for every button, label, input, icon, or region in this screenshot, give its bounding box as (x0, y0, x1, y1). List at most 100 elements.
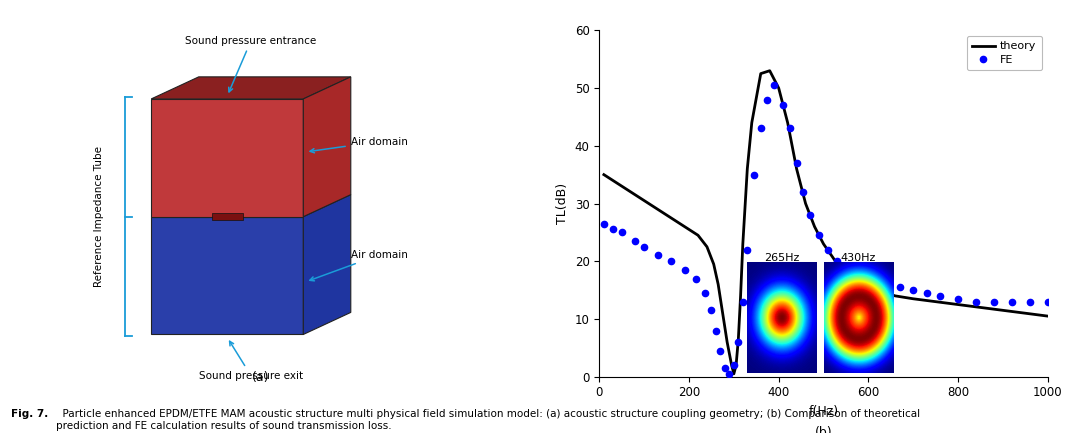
FE (920, 291, 933, 296)
FE (831, 259, 843, 264)
theory (734, 293, 747, 298)
FE (710, 328, 723, 333)
FE (728, 362, 741, 368)
theory (712, 282, 725, 287)
theory (870, 288, 883, 293)
theory (974, 305, 987, 310)
FE (737, 299, 750, 304)
Text: (a): (a) (252, 371, 269, 384)
theory (772, 85, 785, 90)
FE (933, 293, 946, 298)
FE (853, 276, 866, 281)
theory (597, 172, 610, 177)
FE (664, 259, 677, 264)
FE (651, 253, 664, 258)
Text: Air domain: Air domain (310, 136, 407, 153)
theory (764, 68, 777, 73)
FE (606, 227, 619, 232)
theory (651, 207, 664, 212)
theory (1041, 313, 1054, 319)
theory (799, 201, 812, 206)
theory (664, 215, 677, 220)
FE (699, 291, 712, 296)
FE (907, 288, 920, 293)
FE (754, 126, 767, 131)
FE (1005, 299, 1018, 304)
FE (797, 189, 810, 194)
theory (725, 362, 738, 368)
theory (853, 282, 866, 287)
theory (616, 184, 629, 189)
FE (718, 365, 731, 371)
FE (616, 230, 629, 235)
theory (808, 224, 821, 229)
theory (791, 166, 804, 171)
Polygon shape (212, 213, 243, 220)
Polygon shape (303, 77, 351, 216)
theory (737, 241, 750, 246)
theory (754, 71, 767, 76)
theory (637, 198, 650, 203)
FE (812, 233, 825, 238)
Text: 265Hz: 265Hz (765, 253, 800, 263)
theory (835, 267, 848, 272)
theory (907, 296, 920, 301)
theory (785, 143, 798, 149)
FE (880, 282, 893, 287)
FE (768, 83, 781, 88)
Polygon shape (151, 216, 303, 334)
Text: Fig. 7.: Fig. 7. (11, 409, 48, 419)
theory (741, 166, 754, 171)
Text: Air domain: Air domain (310, 250, 407, 281)
theory (889, 293, 902, 298)
theory (996, 308, 1009, 313)
FE (841, 270, 854, 275)
Polygon shape (151, 195, 351, 216)
FE (987, 299, 1000, 304)
FE (804, 213, 816, 218)
FE (637, 244, 650, 249)
FE (951, 296, 964, 301)
FE (597, 221, 610, 226)
Text: Reference Impedance Tube: Reference Impedance Tube (94, 146, 104, 287)
theory (818, 241, 831, 246)
Text: Particle enhanced EPDM/ETFE MAM acoustic structure multi physical field simulati: Particle enhanced EPDM/ETFE MAM acoustic… (56, 409, 920, 431)
theory (1018, 310, 1031, 316)
Y-axis label: TL(dB): TL(dB) (556, 183, 569, 224)
theory (691, 233, 704, 238)
theory (781, 120, 794, 125)
theory (701, 244, 714, 249)
FE (678, 267, 691, 272)
X-axis label: f(Hz): f(Hz) (809, 405, 838, 418)
Legend: theory, FE: theory, FE (967, 36, 1042, 70)
FE (747, 172, 760, 177)
Text: (b): (b) (814, 426, 833, 433)
Line: FE: FE (600, 82, 1051, 377)
FE (732, 339, 745, 345)
Text: Sound pressure entrance: Sound pressure entrance (186, 36, 316, 92)
FE (629, 239, 642, 244)
FE (1041, 299, 1054, 304)
theory (678, 224, 691, 229)
FE (705, 308, 718, 313)
Polygon shape (151, 99, 303, 216)
theory (732, 336, 745, 342)
FE (791, 161, 804, 166)
FE (723, 371, 735, 376)
FE (970, 299, 983, 304)
Polygon shape (303, 195, 351, 334)
FE (822, 247, 835, 252)
FE (761, 97, 774, 102)
theory (730, 362, 743, 368)
FE (741, 247, 754, 252)
theory (728, 371, 741, 376)
theory (707, 262, 720, 267)
Line: theory: theory (604, 71, 1048, 374)
FE (783, 126, 796, 131)
Text: Sound pressure exit: Sound pressure exit (199, 341, 303, 381)
FE (1023, 299, 1036, 304)
theory (606, 178, 619, 183)
FE (893, 284, 906, 290)
FE (866, 279, 879, 284)
FE (777, 103, 789, 108)
